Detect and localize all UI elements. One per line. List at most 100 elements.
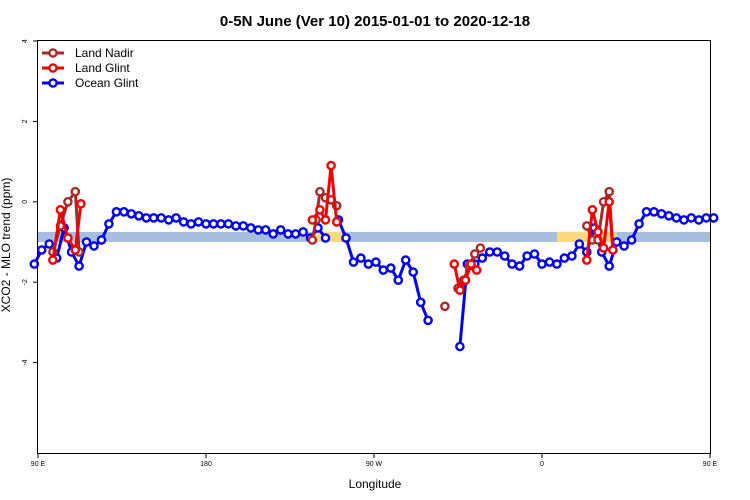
data-point-ocean-glint bbox=[283, 229, 293, 239]
data-point-ocean-glint bbox=[208, 219, 219, 229]
legend-swatch-marker bbox=[48, 48, 58, 58]
axes: 90 E 180 90 W 0 90 E 4 2 0 -2 -4 bbox=[22, 39, 718, 468]
data-point-land-glint bbox=[76, 198, 86, 209]
data-point-ocean-glint bbox=[537, 259, 547, 269]
data-point-ocean-glint bbox=[193, 217, 204, 227]
data-point-ocean-glint bbox=[89, 241, 99, 251]
legend-swatch-marker bbox=[48, 78, 58, 88]
data-point-ocean-glint bbox=[507, 259, 517, 269]
data-point-land-nadir bbox=[307, 235, 318, 245]
y-tick-label-1: 2 bbox=[22, 119, 29, 123]
data-point-ocean-glint bbox=[348, 257, 359, 267]
data-point-ocean-glint bbox=[415, 297, 426, 308]
data-point-land-nadir bbox=[440, 301, 450, 312]
data-point-ocean-glint bbox=[238, 221, 249, 231]
data-point-ocean-glint bbox=[216, 219, 226, 229]
data-point-land-glint bbox=[608, 245, 618, 255]
data-point-ocean-glint bbox=[371, 257, 381, 267]
data-point-ocean-glint bbox=[552, 259, 562, 269]
data-point-ocean-glint bbox=[163, 215, 174, 225]
data-point-ocean-glint bbox=[178, 217, 189, 227]
series-land-glint bbox=[48, 160, 618, 296]
data-point-ocean-glint bbox=[223, 219, 234, 229]
data-point-ocean-glint bbox=[400, 255, 411, 265]
data-point-ocean-glint bbox=[298, 227, 308, 237]
y-tick-label-4: -4 bbox=[22, 359, 29, 365]
data-point-ocean-glint bbox=[408, 267, 419, 277]
data-point-ocean-glint bbox=[363, 259, 374, 269]
data-point-ocean-glint bbox=[514, 261, 525, 271]
data-point-ocean-glint bbox=[253, 225, 264, 235]
data-point-ocean-glint bbox=[341, 233, 351, 243]
data-point-ocean-glint bbox=[36, 245, 47, 255]
data-point-land-glint bbox=[307, 215, 318, 225]
data-point-ocean-glint bbox=[385, 263, 396, 273]
data-point-ocean-glint bbox=[484, 247, 495, 257]
data-point-land-glint bbox=[466, 259, 476, 269]
data-point-ocean-glint bbox=[81, 237, 92, 247]
data-point-ocean-glint bbox=[148, 213, 159, 223]
legend-swatch-marker bbox=[48, 63, 58, 73]
legend-label: Land Glint bbox=[75, 61, 130, 75]
data-point-ocean-glint bbox=[626, 235, 637, 245]
data-point-ocean-glint bbox=[96, 235, 107, 245]
data-point-ocean-glint bbox=[231, 221, 241, 231]
data-point-ocean-glint bbox=[393, 275, 404, 286]
data-point-ocean-glint bbox=[186, 219, 196, 229]
data-point-ocean-glint bbox=[708, 213, 719, 223]
data-point-ocean-glint bbox=[156, 213, 166, 223]
data-point-ocean-glint bbox=[477, 253, 488, 263]
data-point-land-glint bbox=[315, 204, 325, 215]
data-point-ocean-glint bbox=[664, 210, 674, 221]
y-axis-label: XCO2 - MLO trend (ppm) bbox=[0, 178, 13, 313]
data-point-ocean-glint bbox=[356, 253, 366, 263]
data-point-land-glint bbox=[604, 196, 615, 207]
data-point-ocean-glint bbox=[604, 261, 615, 271]
y-tick-label-0: 4 bbox=[22, 39, 29, 43]
plot-area bbox=[29, 160, 719, 352]
x-tick-label-2: 90 W bbox=[366, 461, 383, 468]
data-point-ocean-glint bbox=[455, 341, 465, 352]
data-point-ocean-glint bbox=[126, 208, 137, 219]
data-point-ocean-glint bbox=[634, 219, 644, 229]
chart-title: 0-5N June (Ver 10) 2015-01-01 to 2020-12… bbox=[220, 13, 530, 30]
x-axis-label: Longitude bbox=[349, 477, 402, 491]
y-tick-label-2: 0 bbox=[22, 200, 29, 204]
data-point-land-glint bbox=[48, 255, 58, 265]
series-land-nadir bbox=[48, 186, 618, 312]
data-point-ocean-glint bbox=[574, 239, 585, 249]
legend-label: Land Nadir bbox=[75, 46, 134, 60]
data-point-land-glint bbox=[598, 243, 609, 253]
data-point-land-glint bbox=[593, 227, 603, 237]
reference-band-land-1 bbox=[556, 231, 617, 242]
data-point-ocean-glint bbox=[141, 213, 152, 223]
data-point-land-glint bbox=[320, 215, 331, 225]
reference-band bbox=[38, 231, 710, 242]
data-point-ocean-glint bbox=[522, 251, 532, 261]
x-tick-label-4: 90 E bbox=[703, 461, 718, 468]
data-point-ocean-glint bbox=[694, 215, 704, 225]
data-point-ocean-glint bbox=[171, 213, 181, 223]
data-point-land-nadir bbox=[604, 186, 615, 197]
legend-entry-ocean-glint: Ocean Glint bbox=[42, 76, 139, 90]
x-tick-label-3: 0 bbox=[540, 461, 544, 468]
data-point-ocean-glint bbox=[111, 206, 122, 217]
data-point-ocean-glint bbox=[544, 257, 555, 267]
data-point-land-glint bbox=[331, 217, 342, 227]
data-point-ocean-glint bbox=[74, 261, 84, 271]
data-point-ocean-glint bbox=[119, 206, 129, 217]
data-point-land-nadir bbox=[475, 243, 486, 253]
data-point-ocean-glint bbox=[29, 259, 40, 269]
x-tick-label-1: 180 bbox=[200, 461, 212, 468]
y-tick-label-3: -2 bbox=[22, 279, 29, 285]
data-point-ocean-glint bbox=[275, 225, 286, 235]
x-tick-label-0: 90 E bbox=[31, 461, 46, 468]
data-point-land-glint bbox=[455, 285, 465, 296]
data-point-land-nadir bbox=[70, 186, 81, 197]
data-point-ocean-glint bbox=[44, 239, 55, 249]
data-point-ocean-glint bbox=[499, 251, 510, 261]
data-point-land-glint bbox=[587, 204, 598, 215]
data-point-ocean-glint bbox=[619, 241, 629, 251]
